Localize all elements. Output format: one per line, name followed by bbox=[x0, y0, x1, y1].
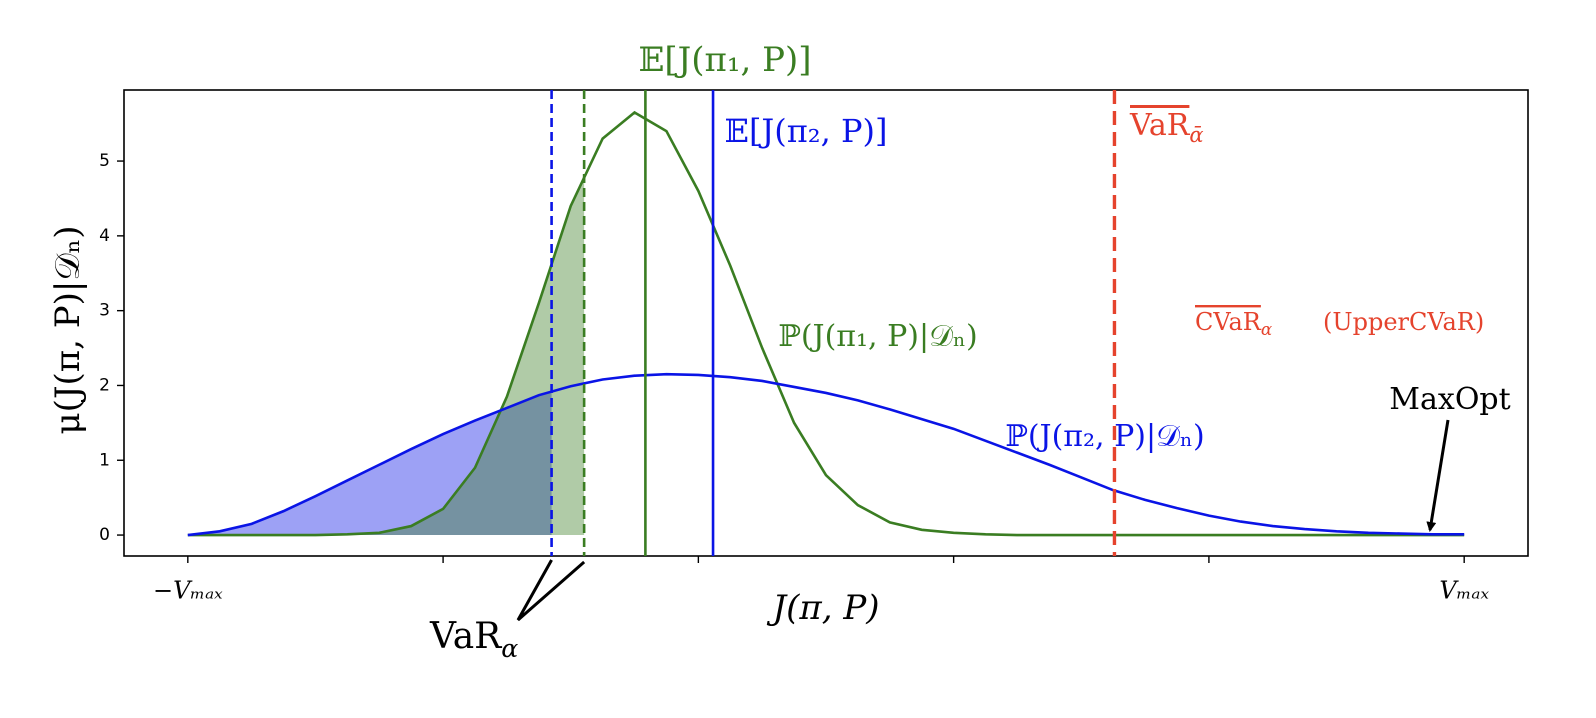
annotation-text: 𝔼[J(π₂, P)] bbox=[725, 112, 888, 150]
annotation-text: 𝔼[J(π₁, P)] bbox=[638, 40, 811, 80]
y-tick-label: 5 bbox=[99, 151, 110, 171]
var-pointer bbox=[516, 559, 586, 622]
annotation-sub: α bbox=[1261, 319, 1272, 339]
y-tick-label: 3 bbox=[99, 301, 110, 321]
annotation-text: VaR bbox=[1129, 108, 1191, 143]
annotation: VaRᾱ bbox=[1129, 108, 1204, 147]
annotation-sub: α bbox=[501, 634, 518, 663]
curve-label: ℙ(J(π₂, P)|𝒟ₙ) bbox=[1005, 419, 1204, 454]
annotation-text: CVaR bbox=[1195, 308, 1262, 336]
y-tick-label: 1 bbox=[99, 450, 110, 470]
plot-frame bbox=[123, 89, 1529, 557]
annotation-text: (UpperCVaR) bbox=[1323, 308, 1484, 336]
x-tick-label: −Vₘₐₓ bbox=[153, 577, 223, 605]
y-tick-label: 0 bbox=[99, 525, 110, 545]
y-tick-label: 2 bbox=[99, 375, 110, 395]
y-axis-label: μ(J(π, P)|𝒟ₙ) bbox=[48, 226, 88, 435]
annotation-sub: ᾱ bbox=[1189, 123, 1203, 147]
annotation-text: MaxOpt bbox=[1389, 382, 1510, 417]
annotation: 𝔼[J(π₂, P)] bbox=[725, 112, 888, 150]
annotation: 𝔼[J(π₁, P)] bbox=[638, 40, 811, 80]
annotation: VaRα bbox=[429, 616, 518, 663]
curve-label: ℙ(J(π₁, P)|𝒟ₙ) bbox=[778, 319, 977, 354]
density-curve bbox=[187, 110, 1465, 537]
maxopt-arrow bbox=[1426, 419, 1450, 532]
annotation: (UpperCVaR) bbox=[1323, 308, 1484, 336]
annotation: CVaRα bbox=[1195, 308, 1272, 339]
x-tick-label: Vₘₐₓ bbox=[1439, 577, 1489, 605]
x-axis-label: J(π, P) bbox=[767, 588, 880, 628]
y-tick-label: 4 bbox=[99, 226, 110, 246]
annotation-text: VaR bbox=[429, 616, 502, 657]
annotation: MaxOpt bbox=[1389, 382, 1510, 417]
density-curve bbox=[187, 372, 1465, 537]
